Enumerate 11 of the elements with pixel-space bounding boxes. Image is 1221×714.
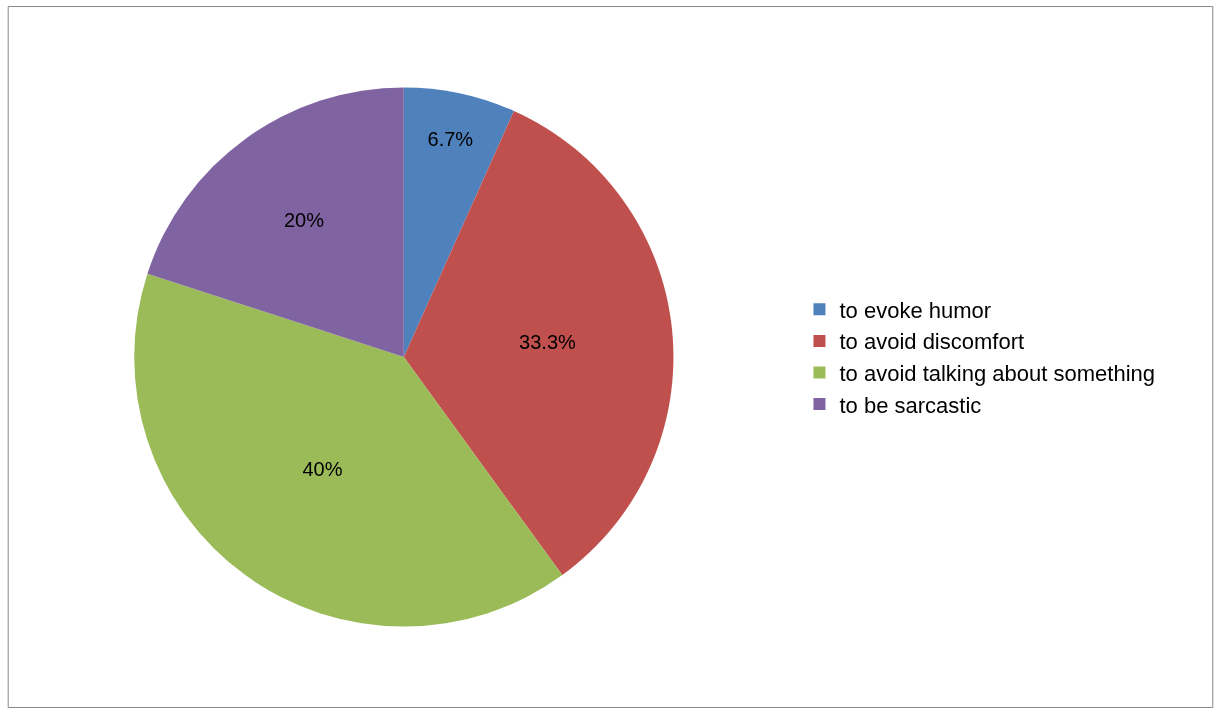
- legend-label: to be sarcastic: [839, 392, 982, 418]
- pie-slice: [403, 87, 514, 357]
- legend-label: to avoid discomfort: [839, 329, 1025, 355]
- data-label: 33.3%: [519, 331, 577, 354]
- data-label: 40%: [302, 457, 343, 480]
- legend-label: to evoke humor: [839, 297, 992, 323]
- pie-slice: [403, 110, 674, 576]
- data-label: 6.7%: [427, 127, 474, 150]
- pie-slice: [147, 87, 404, 357]
- data-label: 20%: [283, 208, 325, 231]
- legend-label: to avoid talking about something: [839, 361, 1156, 387]
